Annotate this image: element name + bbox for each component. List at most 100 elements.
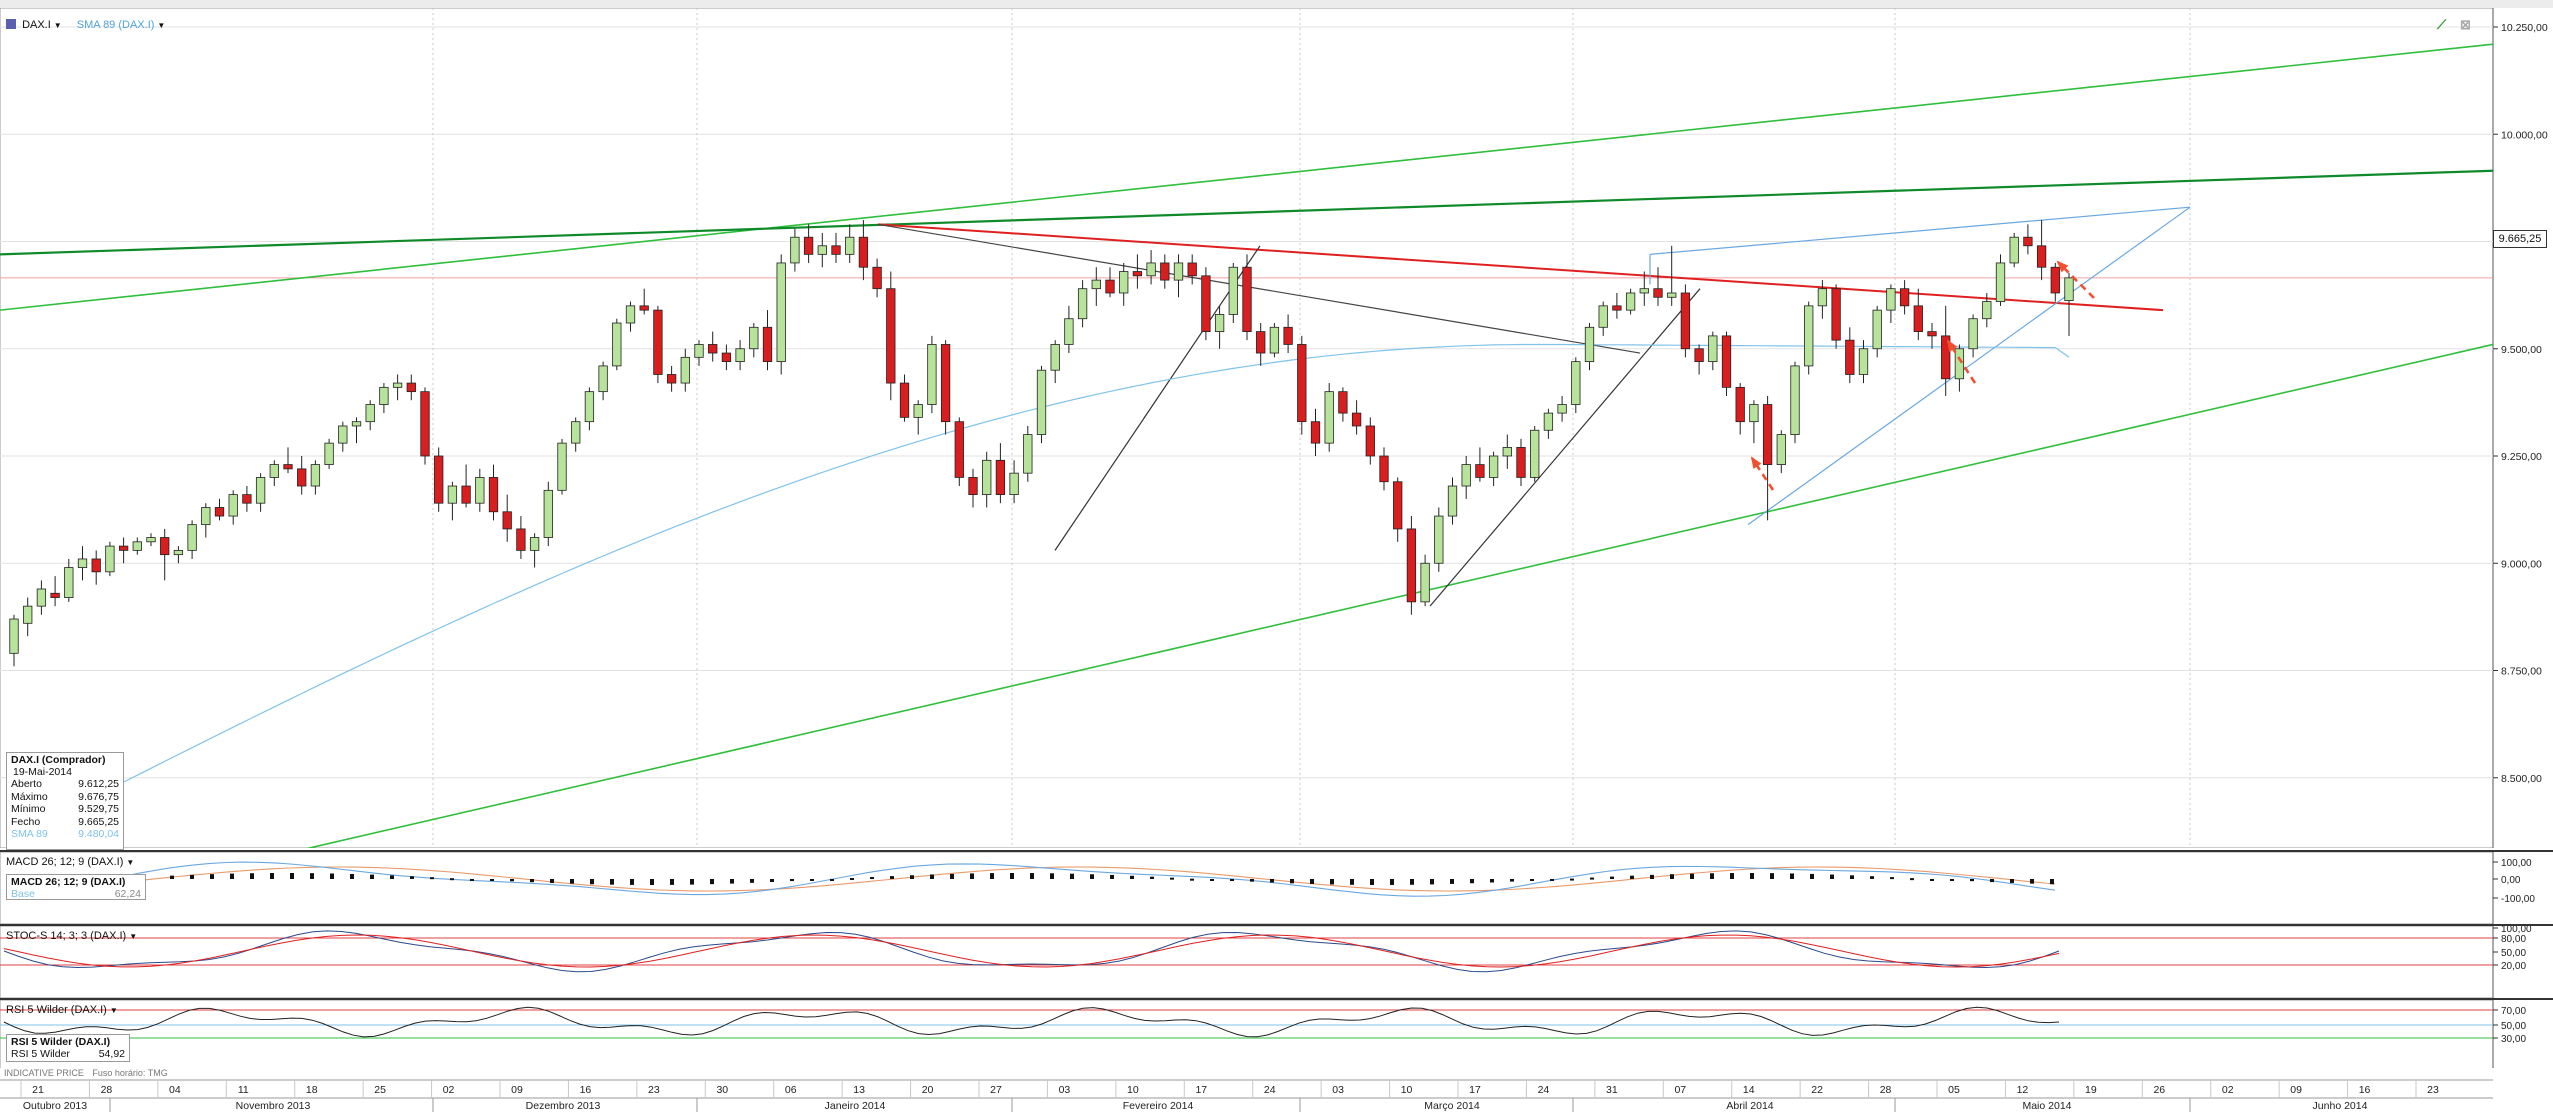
macd-histogram-bar bbox=[310, 873, 314, 879]
sma-label[interactable]: SMA 89 (DAX.I) bbox=[76, 19, 155, 31]
close-icon[interactable]: ⊠ bbox=[2460, 17, 2471, 32]
candle bbox=[1434, 507, 1444, 572]
macd-histogram-bar bbox=[810, 879, 814, 881]
stoch-selector[interactable]: STOC-S 14; 3; 3 (DAX.I) ▼ bbox=[6, 930, 137, 942]
current-price-tag: 9.665,25 bbox=[2493, 230, 2547, 248]
down-candle-body bbox=[1393, 481, 1403, 530]
rsi-chart: 70,00 50,00 30,00 bbox=[0, 1000, 2526, 1070]
candle bbox=[625, 301, 636, 332]
down-candle-body bbox=[1845, 339, 1855, 375]
chevron-down-icon[interactable]: ▼ bbox=[126, 858, 135, 867]
candle bbox=[36, 580, 47, 615]
indicative-price-label: INDICATIVE PRICE bbox=[4, 1068, 84, 1078]
arrow-head bbox=[1946, 339, 1958, 352]
macd-histogram-bar bbox=[1210, 879, 1214, 881]
up-candle-body bbox=[817, 245, 827, 255]
down-candle-body bbox=[2050, 266, 2060, 294]
candle bbox=[1598, 301, 1608, 336]
rsi-y-label: 30,00 bbox=[2501, 1034, 2526, 1045]
day-label: 26 bbox=[2153, 1084, 2165, 1096]
day-label: 11 bbox=[238, 1084, 249, 1096]
month-label: Janeiro 2014 bbox=[825, 1100, 886, 1112]
up-candle-body bbox=[1530, 429, 1540, 478]
candle bbox=[1214, 305, 1225, 349]
candle bbox=[1749, 400, 1759, 444]
candle bbox=[502, 494, 512, 542]
chevron-down-icon[interactable]: ▼ bbox=[157, 21, 166, 30]
candle bbox=[680, 348, 690, 392]
day-label: 06 bbox=[785, 1084, 797, 1096]
candle bbox=[1899, 280, 1910, 315]
price-pane[interactable]: 10.250,0010.000,009.750,009.500,009.250,… bbox=[0, 8, 2553, 850]
candle bbox=[639, 288, 649, 315]
day-label: 17 bbox=[1195, 1084, 1207, 1096]
candle bbox=[927, 335, 937, 414]
month-label: Março 2014 bbox=[1424, 1100, 1480, 1112]
down-candle-body bbox=[1187, 262, 1197, 277]
month-label: Novembro 2013 bbox=[236, 1100, 311, 1112]
macd-histogram-bar bbox=[630, 879, 634, 885]
macd-base-value: 62,24 bbox=[114, 888, 141, 900]
chevron-down-icon[interactable]: ▼ bbox=[53, 21, 62, 30]
up-candle-body bbox=[228, 494, 238, 517]
macd-histogram-bar bbox=[530, 879, 534, 883]
candle bbox=[1845, 327, 1855, 384]
macd-histogram-bar bbox=[1970, 879, 1974, 882]
trend-icon[interactable]: ⟋ bbox=[2437, 17, 2447, 32]
candle bbox=[1023, 425, 1033, 482]
candle bbox=[1886, 284, 1896, 324]
candle bbox=[886, 271, 896, 401]
up-candle-body bbox=[1667, 292, 1677, 298]
down-candle-body bbox=[968, 477, 978, 496]
macd-histogram-bar bbox=[1870, 876, 1874, 879]
tooltip-row-label: Fecho bbox=[11, 815, 41, 828]
macd-pane[interactable]: 100,00 0,00 -100,00 MACD 26; 12; 9 (DAX.I)… bbox=[0, 850, 2553, 924]
candle bbox=[297, 456, 307, 495]
up-candle-body bbox=[392, 382, 403, 388]
candle bbox=[1982, 292, 1992, 328]
down-candle-body bbox=[1721, 335, 1732, 388]
up-candle-body bbox=[187, 524, 197, 551]
month-label: Junho 2014 bbox=[2313, 1100, 2368, 1112]
macd-histogram-bar bbox=[170, 875, 174, 879]
candle bbox=[845, 224, 855, 263]
up-candle-body bbox=[543, 489, 553, 538]
month-label: Dezembro 2013 bbox=[526, 1100, 601, 1112]
candle bbox=[1927, 323, 1937, 349]
down-candle-body bbox=[406, 382, 416, 393]
chevron-down-icon[interactable]: ▼ bbox=[109, 1006, 118, 1015]
candle bbox=[1625, 288, 1636, 315]
symbol-selector[interactable]: DAX.I ▼ SMA 89 (DAX.I) ▼ bbox=[6, 19, 165, 31]
y-tick-label: 8.500,00 bbox=[2501, 773, 2542, 785]
candle bbox=[2023, 224, 2033, 255]
up-candle-body bbox=[612, 322, 622, 367]
macd-histogram-bar bbox=[1310, 879, 1314, 884]
candle bbox=[1653, 267, 1663, 306]
down-candle-body bbox=[1105, 279, 1115, 294]
macd-histogram-bar bbox=[1710, 873, 1714, 879]
candle bbox=[1488, 451, 1499, 487]
macd-histogram-bar bbox=[1810, 873, 1814, 879]
up-candle-body bbox=[1708, 335, 1718, 363]
down-candle-body bbox=[1913, 305, 1923, 332]
chevron-down-icon[interactable]: ▼ bbox=[129, 932, 138, 941]
macd-selector[interactable]: MACD 26; 12; 9 (DAX.I) ▼ bbox=[6, 856, 134, 868]
price-chart: 10.250,0010.000,009.750,009.500,009.250,… bbox=[0, 8, 2548, 848]
macd-histogram-bar bbox=[1530, 879, 1534, 881]
up-candle-body bbox=[1858, 348, 1869, 375]
up-candle-body bbox=[201, 507, 211, 526]
macd-histogram-bar bbox=[1510, 879, 1514, 882]
stoch-k-line bbox=[3, 930, 2060, 973]
macd-histogram-bar bbox=[1170, 877, 1174, 880]
macd-histogram-bar bbox=[850, 878, 854, 881]
rsi-box: RSI 5 Wilder (DAX.I) RSI 5 Wilder 54,92 bbox=[6, 1034, 130, 1062]
plot-frame bbox=[0, 8, 2494, 848]
up-candle-body bbox=[36, 588, 47, 607]
rsi-pane[interactable]: 70,00 50,00 30,00 RSI 5 Wilder (DAX.I) ▼ RS… bbox=[0, 998, 2553, 1070]
rsi-selector[interactable]: RSI 5 Wilder (DAX.I) ▼ bbox=[6, 1004, 118, 1016]
stoch-pane[interactable]: 100,00 80,00 50,00 20,00 STOC-S 14; 3; 3 (D… bbox=[0, 924, 2553, 998]
up-candle-body bbox=[845, 236, 855, 255]
macd-histogram-bar bbox=[410, 876, 414, 879]
up-candle-body bbox=[1050, 344, 1060, 371]
up-candle-body bbox=[749, 326, 759, 350]
